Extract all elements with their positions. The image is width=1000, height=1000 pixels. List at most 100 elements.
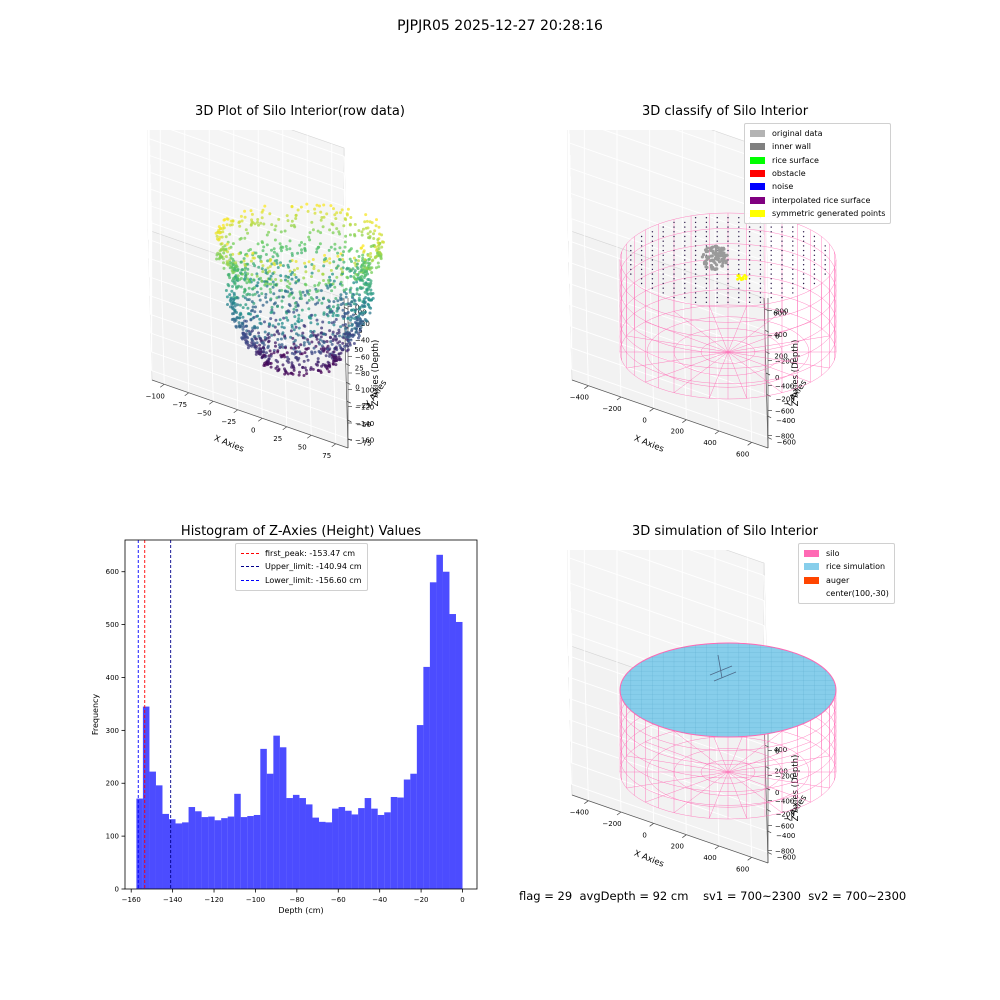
raw-point	[353, 269, 357, 273]
y-grid-line	[570, 762, 768, 832]
raw-point	[292, 307, 296, 311]
raw-point	[251, 305, 255, 309]
interpolated-surface-point	[694, 235, 697, 238]
raw-point	[304, 368, 308, 372]
interpolated-surface-point	[684, 264, 686, 266]
raw-point	[255, 341, 259, 345]
raw-point	[233, 308, 237, 312]
raw-point	[378, 232, 382, 236]
raw-point	[263, 353, 267, 357]
interpolated-surface-point	[694, 217, 697, 219]
raw-point	[307, 307, 311, 311]
raw-point	[341, 341, 345, 345]
raw-point	[366, 232, 370, 236]
raw-point	[352, 342, 356, 345]
inner-wall-point	[721, 258, 725, 263]
raw-point	[318, 204, 321, 208]
raw-point	[318, 342, 322, 346]
raw-point	[284, 289, 288, 293]
x-axis-line	[571, 794, 769, 864]
raw-point	[290, 351, 294, 355]
raw-point	[271, 255, 275, 259]
raw-point	[334, 217, 338, 221]
raw-point	[335, 313, 338, 317]
raw-point	[328, 310, 332, 314]
raw-point	[225, 295, 229, 299]
raw-point	[369, 291, 373, 295]
raw-point	[269, 297, 273, 301]
inner-wall-point	[709, 263, 713, 268]
histogram-legend-label: first_peak: -153.47 cm	[265, 549, 356, 559]
raw-point	[351, 296, 355, 300]
x-tick-label: 50	[298, 443, 307, 451]
interpolated-surface-point	[705, 287, 708, 289]
raw-point	[308, 289, 312, 292]
raw-point	[265, 300, 269, 304]
raw-point	[342, 224, 346, 228]
raw-point	[290, 277, 294, 281]
raw-point	[345, 275, 349, 279]
raw-point	[376, 244, 380, 248]
raw-point	[292, 342, 296, 346]
raw-point	[319, 331, 323, 335]
interpolated-surface-point	[770, 235, 772, 238]
interpolated-surface-point	[738, 282, 740, 285]
raw-point	[291, 336, 295, 340]
auger-blade	[709, 665, 733, 676]
raw-point	[263, 338, 267, 342]
raw-point	[249, 318, 253, 322]
raw-point	[287, 275, 291, 279]
raw-point	[367, 258, 371, 262]
y-tick-label: 400	[774, 746, 787, 754]
raw-point	[334, 346, 338, 350]
raw-point	[232, 301, 235, 305]
interpolated-surface-point	[813, 278, 816, 280]
raw-point	[238, 278, 241, 282]
interpolated-surface-point	[673, 245, 675, 247]
interpolated-surface-point	[673, 278, 675, 280]
raw-point	[297, 278, 301, 282]
inner-wall-point	[720, 264, 725, 268]
raw-point	[224, 289, 228, 292]
raw-point	[222, 218, 226, 222]
raw-point	[268, 265, 272, 268]
raw-point	[267, 359, 270, 363]
interpolated-surface-point	[684, 235, 686, 238]
raw-point	[281, 363, 285, 367]
interpolated-surface-point	[824, 254, 826, 256]
interpolated-surface-point	[759, 268, 762, 271]
z-grid-line	[147, 171, 345, 241]
raw-point	[282, 326, 286, 330]
inner-wall-point	[722, 247, 726, 251]
classify-silo	[619, 212, 837, 400]
raw-point	[270, 310, 274, 314]
interpolated-surface-point	[781, 226, 783, 228]
histogram-legend-swatch	[241, 566, 259, 568]
interpolated-surface-point	[684, 249, 686, 252]
raw-point	[368, 283, 372, 287]
raw-point	[259, 260, 263, 264]
raw-point	[251, 293, 255, 297]
interpolated-surface-point	[684, 268, 686, 271]
x-tick-label: 0	[251, 426, 255, 434]
interpolated-surface-point	[694, 278, 697, 280]
raw-point	[361, 253, 365, 257]
interpolated-surface-point	[662, 249, 664, 252]
interpolated-surface-point	[738, 259, 740, 261]
raw-point	[370, 271, 374, 274]
y-tick-label: −400	[776, 417, 795, 425]
interpolated-surface-point	[748, 273, 751, 275]
raw-point	[250, 341, 254, 345]
raw-point	[317, 269, 321, 273]
raw-point	[285, 214, 289, 218]
interpolated-surface-point	[694, 264, 697, 266]
raw-point	[365, 266, 368, 270]
raw-point	[253, 264, 257, 268]
interpolated-surface-point	[727, 226, 729, 228]
raw-point	[259, 221, 263, 225]
raw-point	[229, 253, 232, 257]
z-grid-line	[266, 130, 345, 157]
histogram-bar	[442, 571, 450, 889]
raw-point	[312, 346, 316, 350]
raw-point	[300, 251, 304, 255]
